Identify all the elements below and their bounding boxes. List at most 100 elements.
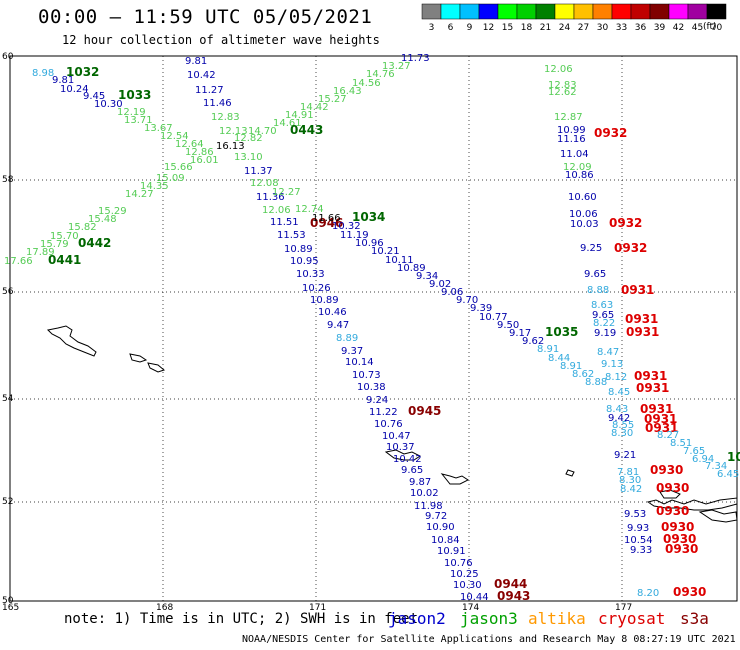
wave-height-value: 9.93 <box>627 523 649 534</box>
scale-swatch <box>554 3 575 20</box>
wave-height-value: 8.91 <box>560 361 582 372</box>
wave-height-value: 10.99 <box>557 125 586 136</box>
wave-height-value: 9.81 <box>52 75 74 86</box>
island-kiska <box>440 473 469 485</box>
scale-swatch <box>516 3 537 20</box>
wave-height-value: 9.47 <box>327 320 349 331</box>
time-stamp-label: 0931 <box>644 412 677 426</box>
wave-height-value: 10.21 <box>371 246 400 257</box>
wave-height-value: 9.02 <box>429 279 451 290</box>
wave-height-value: 10.42 <box>187 70 216 81</box>
scale-tick-label: 12 <box>483 23 494 33</box>
scale-swatch <box>478 3 499 20</box>
time-stamp-label: 0443 <box>290 123 323 137</box>
note-text: note: 1) Time is in UTC; 2) SWH is in fe… <box>64 611 419 627</box>
wave-height-value: 11.27 <box>195 85 224 96</box>
wave-height-value: 8.27 <box>657 430 679 441</box>
time-stamp-label: 0930 <box>661 520 694 534</box>
wave-height-value: 12.19 <box>117 107 146 118</box>
wave-height-value: 14.61 <box>273 118 302 129</box>
wave-height-value: 10.89 <box>310 295 339 306</box>
scale-swatch <box>573 3 594 20</box>
wave-height-value: 11.73 <box>401 53 430 64</box>
wave-height-value: 10.24 <box>60 84 89 95</box>
scale-swatch <box>611 3 632 20</box>
wave-height-value: 8.89 <box>336 333 358 344</box>
wave-height-value: 9.70 <box>456 295 478 306</box>
wave-height-value: 9.06 <box>441 287 463 298</box>
wave-height-value: 8.30 <box>611 428 633 439</box>
wave-height-value: 14.76 <box>366 69 395 80</box>
wave-height-value: 11.19 <box>340 230 369 241</box>
scale-swatch <box>440 3 461 20</box>
time-stamp-label: 1034 <box>352 210 385 224</box>
wave-height-value: 10.89 <box>284 244 313 255</box>
scale-tick-label: 21 <box>540 23 551 33</box>
scale-tick-label: 42 <box>673 23 684 33</box>
wave-height-value: 10.91 <box>437 546 466 557</box>
wave-height-value: 15.09 <box>156 173 185 184</box>
wave-height-value: 12.09 <box>563 162 592 173</box>
wave-height-value: 10.33 <box>296 269 325 280</box>
wave-height-value: 14.27 <box>125 189 154 200</box>
time-stamp-label: 0930 <box>656 481 689 495</box>
wave-height-value: 10.76 <box>444 558 473 569</box>
scale-swatch <box>535 3 556 20</box>
wave-height-value: 8.30 <box>619 475 641 486</box>
wave-height-value: 9.21 <box>614 450 636 461</box>
lat-50-label: 50 <box>2 596 14 606</box>
scale-tick-label: 9 <box>467 23 473 33</box>
scale-tick-label: 6 <box>448 23 454 33</box>
wave-height-value: 8.22 <box>593 318 615 329</box>
lon-177-label: 177 <box>615 603 632 613</box>
satellite-jason3-label: jason3 <box>460 609 518 628</box>
wave-height-value: 9.34 <box>416 271 438 282</box>
scale-swatch <box>668 3 689 20</box>
wave-height-value: 8.12 <box>605 372 627 383</box>
wave-height-value: 13.71 <box>124 115 153 126</box>
scale-tick-label: 70 <box>711 23 723 33</box>
wave-height-value: 16.43 <box>333 86 362 97</box>
wave-height-value: 11.16 <box>557 134 586 145</box>
wave-height-value: 10.77 <box>479 312 508 323</box>
time-stamp-label: 0931 <box>634 369 667 383</box>
time-stamp-label: 1032 <box>66 65 99 79</box>
map-frame <box>9 55 738 602</box>
wave-height-value: 10.60 <box>568 192 597 203</box>
time-stamp-label: 10 <box>727 450 740 464</box>
lon-165-label: 165 <box>2 603 19 613</box>
lat-52-label: 52 <box>2 497 13 507</box>
wave-height-value: 10.25 <box>450 569 479 580</box>
island-chain-west <box>46 325 97 357</box>
wave-height-value: 11.46 <box>203 98 232 109</box>
wave-height-value: 12.13 <box>219 126 248 137</box>
wave-height-value: 16.01 <box>190 155 219 166</box>
wave-height-value: 11.66 <box>312 213 341 224</box>
scale-units-label: (ft) <box>703 22 717 32</box>
wave-height-value: 9.72 <box>425 511 447 522</box>
wave-height-value: 12.64 <box>175 139 204 150</box>
wave-height-value: 17.89 <box>26 247 55 258</box>
wave-height-value: 9.65 <box>584 269 606 280</box>
wave-height-value: 9.19 <box>594 328 616 339</box>
wave-height-value: 9.25 <box>580 243 602 254</box>
wave-height-value: 9.33 <box>630 545 652 556</box>
scale-swatch <box>630 3 651 20</box>
wave-height-value: 14.91 <box>285 110 314 121</box>
page-title: 00:00 – 11:59 UTC 05/05/2021 <box>38 6 373 28</box>
wave-height-value: 9.45 <box>83 91 105 102</box>
lat-56-label: 56 <box>2 287 14 297</box>
lon-174-label: 174 <box>462 603 479 613</box>
scale-tick-label: 45 <box>692 23 703 33</box>
time-stamp-label: 0931 <box>636 381 669 395</box>
wave-height-value: 14.70 <box>248 126 277 137</box>
wave-height-value: 9.37 <box>341 346 363 357</box>
scale-swatch <box>687 3 708 20</box>
satellite-cryosat-label: cryosat <box>598 609 666 628</box>
wave-height-value: 10.44 <box>460 592 489 603</box>
time-stamp-label: 0931 <box>621 283 654 297</box>
wave-height-value: 7.81 <box>617 467 639 478</box>
wave-height-value: 9.62 <box>522 336 544 347</box>
time-stamp-label: 0930 <box>656 504 689 518</box>
